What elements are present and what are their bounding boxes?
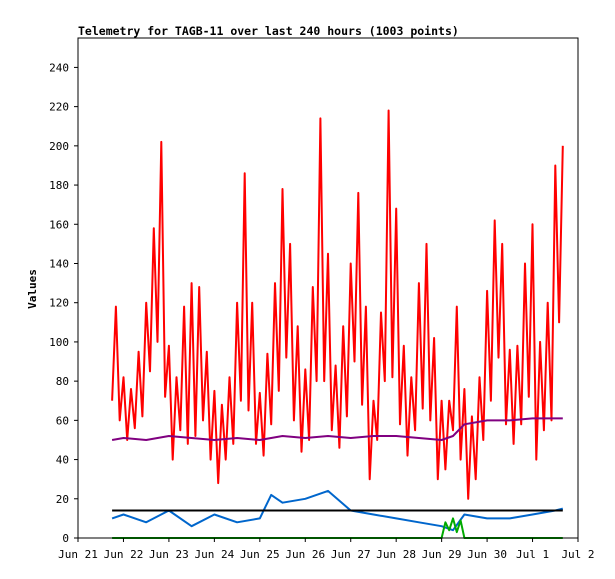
plot-frame bbox=[77, 37, 579, 539]
x-tick-label: Jul 2 bbox=[561, 548, 594, 561]
y-tick-label: 40 bbox=[56, 454, 69, 467]
x-tick-label: Jun 21 bbox=[58, 548, 98, 561]
chart-title: Telemetry for TAGB-11 over last 240 hour… bbox=[78, 24, 459, 38]
axis-layer: 0 20 40 60 80 100 120 140 160 180 200 220 240 Jun 21 J… bbox=[49, 61, 594, 561]
series-line-4 bbox=[112, 517, 563, 539]
y-tick-label: 60 bbox=[56, 414, 69, 427]
x-tick-label: Jun 26 bbox=[285, 548, 325, 561]
y-tick-label: 220 bbox=[49, 101, 69, 114]
series-line-0 bbox=[111, 109, 564, 500]
x-tick-label: Jun 27 bbox=[331, 548, 371, 561]
x-tick-label: Jun 29 bbox=[422, 548, 462, 561]
series-line-1 bbox=[111, 417, 563, 441]
y-tick-label: 200 bbox=[49, 140, 69, 153]
y-axis-label: Values bbox=[26, 269, 39, 309]
y-tick-label: 240 bbox=[49, 61, 69, 74]
y-tick-label: 80 bbox=[56, 375, 69, 388]
series-line-2 bbox=[111, 489, 564, 532]
x-tick-label: Jun 25 bbox=[240, 548, 280, 561]
x-tick-label: Jun 30 bbox=[467, 548, 507, 561]
x-tick-label: Jun 28 bbox=[376, 548, 416, 561]
y-tick-label: 100 bbox=[49, 336, 69, 349]
x-tick-label: Jun 24 bbox=[194, 548, 234, 561]
series-layer bbox=[111, 109, 564, 539]
y-tick-label: 140 bbox=[49, 257, 69, 270]
y-tick-label: 20 bbox=[56, 493, 69, 506]
y-tick-label: 160 bbox=[49, 218, 69, 231]
y-tick-label: 0 bbox=[62, 532, 69, 545]
x-tick-label: Jun 22 bbox=[104, 548, 144, 561]
x-tick-label: Jul 1 bbox=[516, 548, 549, 561]
y-tick-label: 180 bbox=[49, 179, 69, 192]
x-tick-label: Jun 23 bbox=[149, 548, 189, 561]
y-tick-label: 120 bbox=[49, 297, 69, 310]
